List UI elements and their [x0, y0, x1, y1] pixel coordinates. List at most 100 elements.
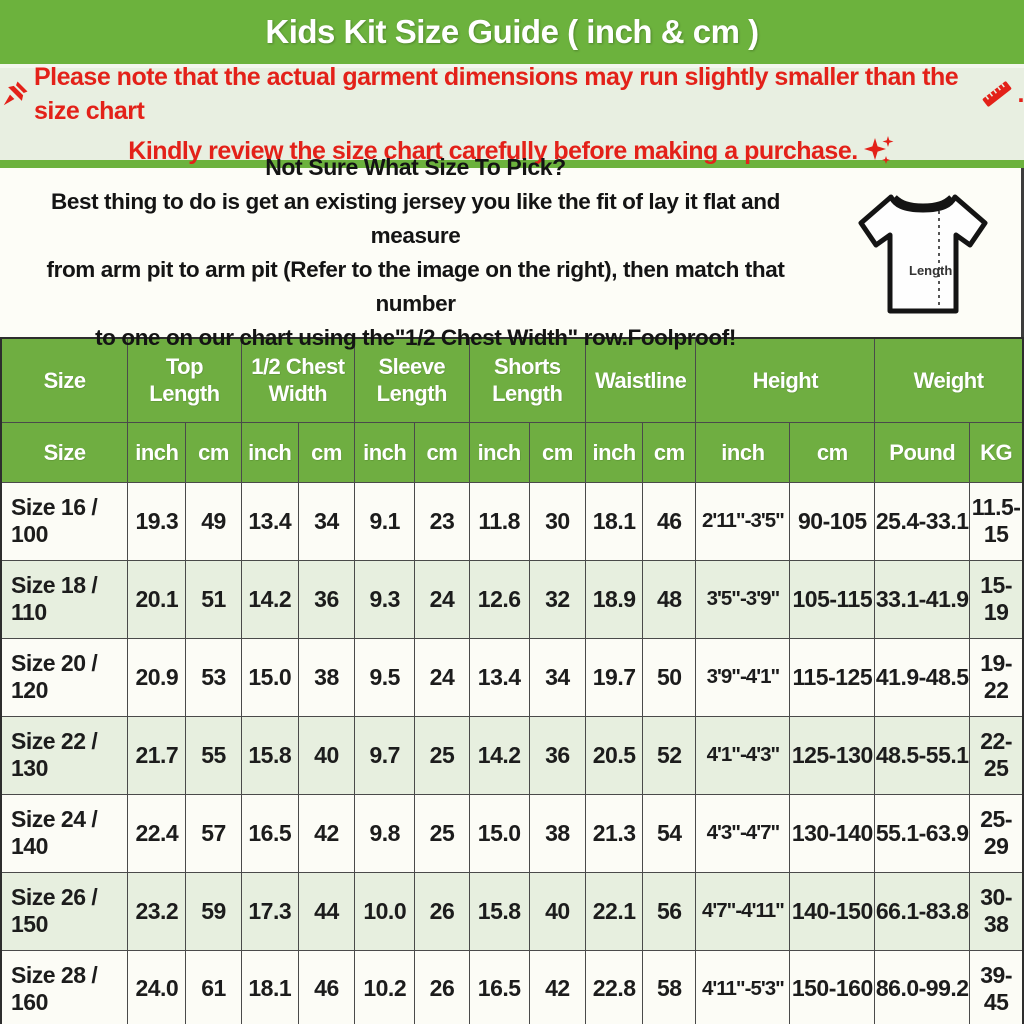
value-cell: 14.2 [468, 715, 530, 795]
value-cell: 19-22 [969, 637, 1024, 717]
value-cell: 25.4-33.1 [874, 481, 971, 561]
value-cell: 49 [185, 481, 242, 561]
value-cell: 30 [528, 481, 587, 561]
value-cell: 42 [528, 949, 587, 1024]
value-cell: 18.1 [240, 949, 299, 1024]
value-cell: 14.2 [240, 559, 299, 639]
value-cell: 20.5 [585, 715, 644, 795]
group-header-row: Size Top Length 1/2 Chest Width Sleeve Leng… [0, 337, 1024, 423]
value-cell: 32 [528, 559, 587, 639]
value-cell: 34 [528, 637, 587, 717]
value-cell: 17.3 [240, 871, 299, 951]
value-cell: 15.0 [240, 637, 299, 717]
page-title: Kids Kit Size Guide ( inch & cm ) [265, 13, 759, 50]
value-cell: 3'9"-4'1" [695, 637, 791, 717]
unit-header-row: Size inch cm inch cm inch cm inch cm inch cm inch cm… [0, 421, 1024, 483]
value-cell: 150-160 [789, 949, 876, 1024]
unit-header-cell: inch [354, 421, 416, 483]
value-cell: 4'7"-4'11" [695, 871, 791, 951]
value-cell: 10.0 [354, 871, 416, 951]
value-cell: 22.8 [585, 949, 644, 1024]
unit-header-cell: cm [528, 421, 587, 483]
value-cell: 51 [185, 559, 242, 639]
value-cell: 86.0-99.2 [874, 949, 971, 1024]
value-cell: 44 [297, 871, 356, 951]
value-cell: 125-130 [789, 715, 876, 795]
unit-header-cell: inch [468, 421, 530, 483]
group-header-cell: Sleeve Length [354, 337, 470, 423]
sparkle-icon [863, 136, 894, 164]
value-cell: 11.5-15 [969, 481, 1024, 561]
value-cell: 33.1-41.9 [874, 559, 971, 639]
table-body: Size 16 / 100 19.3 49 13.4 34 9.1 23 11.8 30 18.1… [0, 481, 1024, 1024]
value-cell: 26 [414, 871, 470, 951]
value-cell: 18.1 [585, 481, 644, 561]
value-cell: 46 [297, 949, 356, 1024]
tshirt-length-diagram-icon: Length [858, 194, 987, 313]
unit-header-cell: cm [642, 421, 697, 483]
tshirt-diagram-wrap: Length [825, 183, 1020, 323]
unit-header-cell: Pound [874, 421, 971, 483]
value-cell: 10.2 [354, 949, 416, 1024]
title-bar: Kids Kit Size Guide ( inch & cm ) [0, 0, 1024, 68]
value-cell: 22.4 [127, 793, 187, 873]
size-cell: Size 28 / 160 [0, 949, 129, 1024]
value-cell: 55.1-63.9 [874, 793, 971, 873]
value-cell: 21.3 [585, 793, 644, 873]
value-cell: 20.9 [127, 637, 187, 717]
value-cell: 54 [642, 793, 697, 873]
value-cell: 25-29 [969, 793, 1024, 873]
group-header-cell: Height [695, 337, 876, 423]
value-cell: 15.0 [468, 793, 530, 873]
size-cell: Size 16 / 100 [0, 481, 129, 561]
value-cell: 90-105 [789, 481, 876, 561]
value-cell: 23.2 [127, 871, 187, 951]
value-cell: 4'3"-4'7" [695, 793, 791, 873]
value-cell: 130-140 [789, 793, 876, 873]
value-cell: 25 [414, 715, 470, 795]
value-cell: 4'1"-4'3" [695, 715, 791, 795]
group-header-cell: 1/2 Chest Width [240, 337, 356, 423]
value-cell: 13.4 [468, 637, 530, 717]
value-cell: 52 [642, 715, 697, 795]
value-cell: 115-125 [789, 637, 876, 717]
value-cell: 19.7 [585, 637, 644, 717]
group-header-cell: Weight [874, 337, 1024, 423]
unit-header-cell: cm [789, 421, 876, 483]
instructions-line-2: from arm pit to arm pit (Refer to the im… [46, 257, 785, 316]
value-cell: 57 [185, 793, 242, 873]
unit-header-cell: inch [585, 421, 644, 483]
value-cell: 38 [528, 793, 587, 873]
notice-text-1-end: . [1017, 80, 1024, 108]
value-cell: 21.7 [127, 715, 187, 795]
value-cell: 36 [297, 559, 356, 639]
value-cell: 53 [185, 637, 242, 717]
notice-line-2: Kindly review the size chart carefully b… [128, 134, 895, 168]
value-cell: 61 [185, 949, 242, 1024]
value-cell: 105-115 [789, 559, 876, 639]
table-row: Size 24 / 140 22.4 57 16.5 42 9.8 25 15.0 38 21.3… [0, 793, 1024, 873]
value-cell: 59 [185, 871, 242, 951]
value-cell: 13.4 [240, 481, 299, 561]
table-header: Size Top Length 1/2 Chest Width Sleeve Leng… [0, 337, 1024, 483]
value-cell: 42 [297, 793, 356, 873]
value-cell: 15-19 [969, 559, 1024, 639]
size-cell: Size 22 / 130 [0, 715, 129, 795]
value-cell: 40 [297, 715, 356, 795]
value-cell: 22-25 [969, 715, 1024, 795]
value-cell: 24 [414, 637, 470, 717]
instructions-section: Not Sure What Size To Pick? Best thing t… [0, 154, 1024, 350]
ruler-icon [982, 81, 1011, 107]
value-cell: 24.0 [127, 949, 187, 1024]
value-cell: 23 [414, 481, 470, 561]
value-cell: 4'11"-5'3" [695, 949, 791, 1024]
table-row: Size 16 / 100 19.3 49 13.4 34 9.1 23 11.8 30 18.1… [0, 481, 1024, 561]
value-cell: 30-38 [969, 871, 1024, 951]
unit-header-cell: inch [695, 421, 791, 483]
value-cell: 48.5-55.1 [874, 715, 971, 795]
value-cell: 48 [642, 559, 697, 639]
value-cell: 56 [642, 871, 697, 951]
group-header-cell: Top Length [127, 337, 242, 423]
value-cell: 46 [642, 481, 697, 561]
value-cell: 55 [185, 715, 242, 795]
